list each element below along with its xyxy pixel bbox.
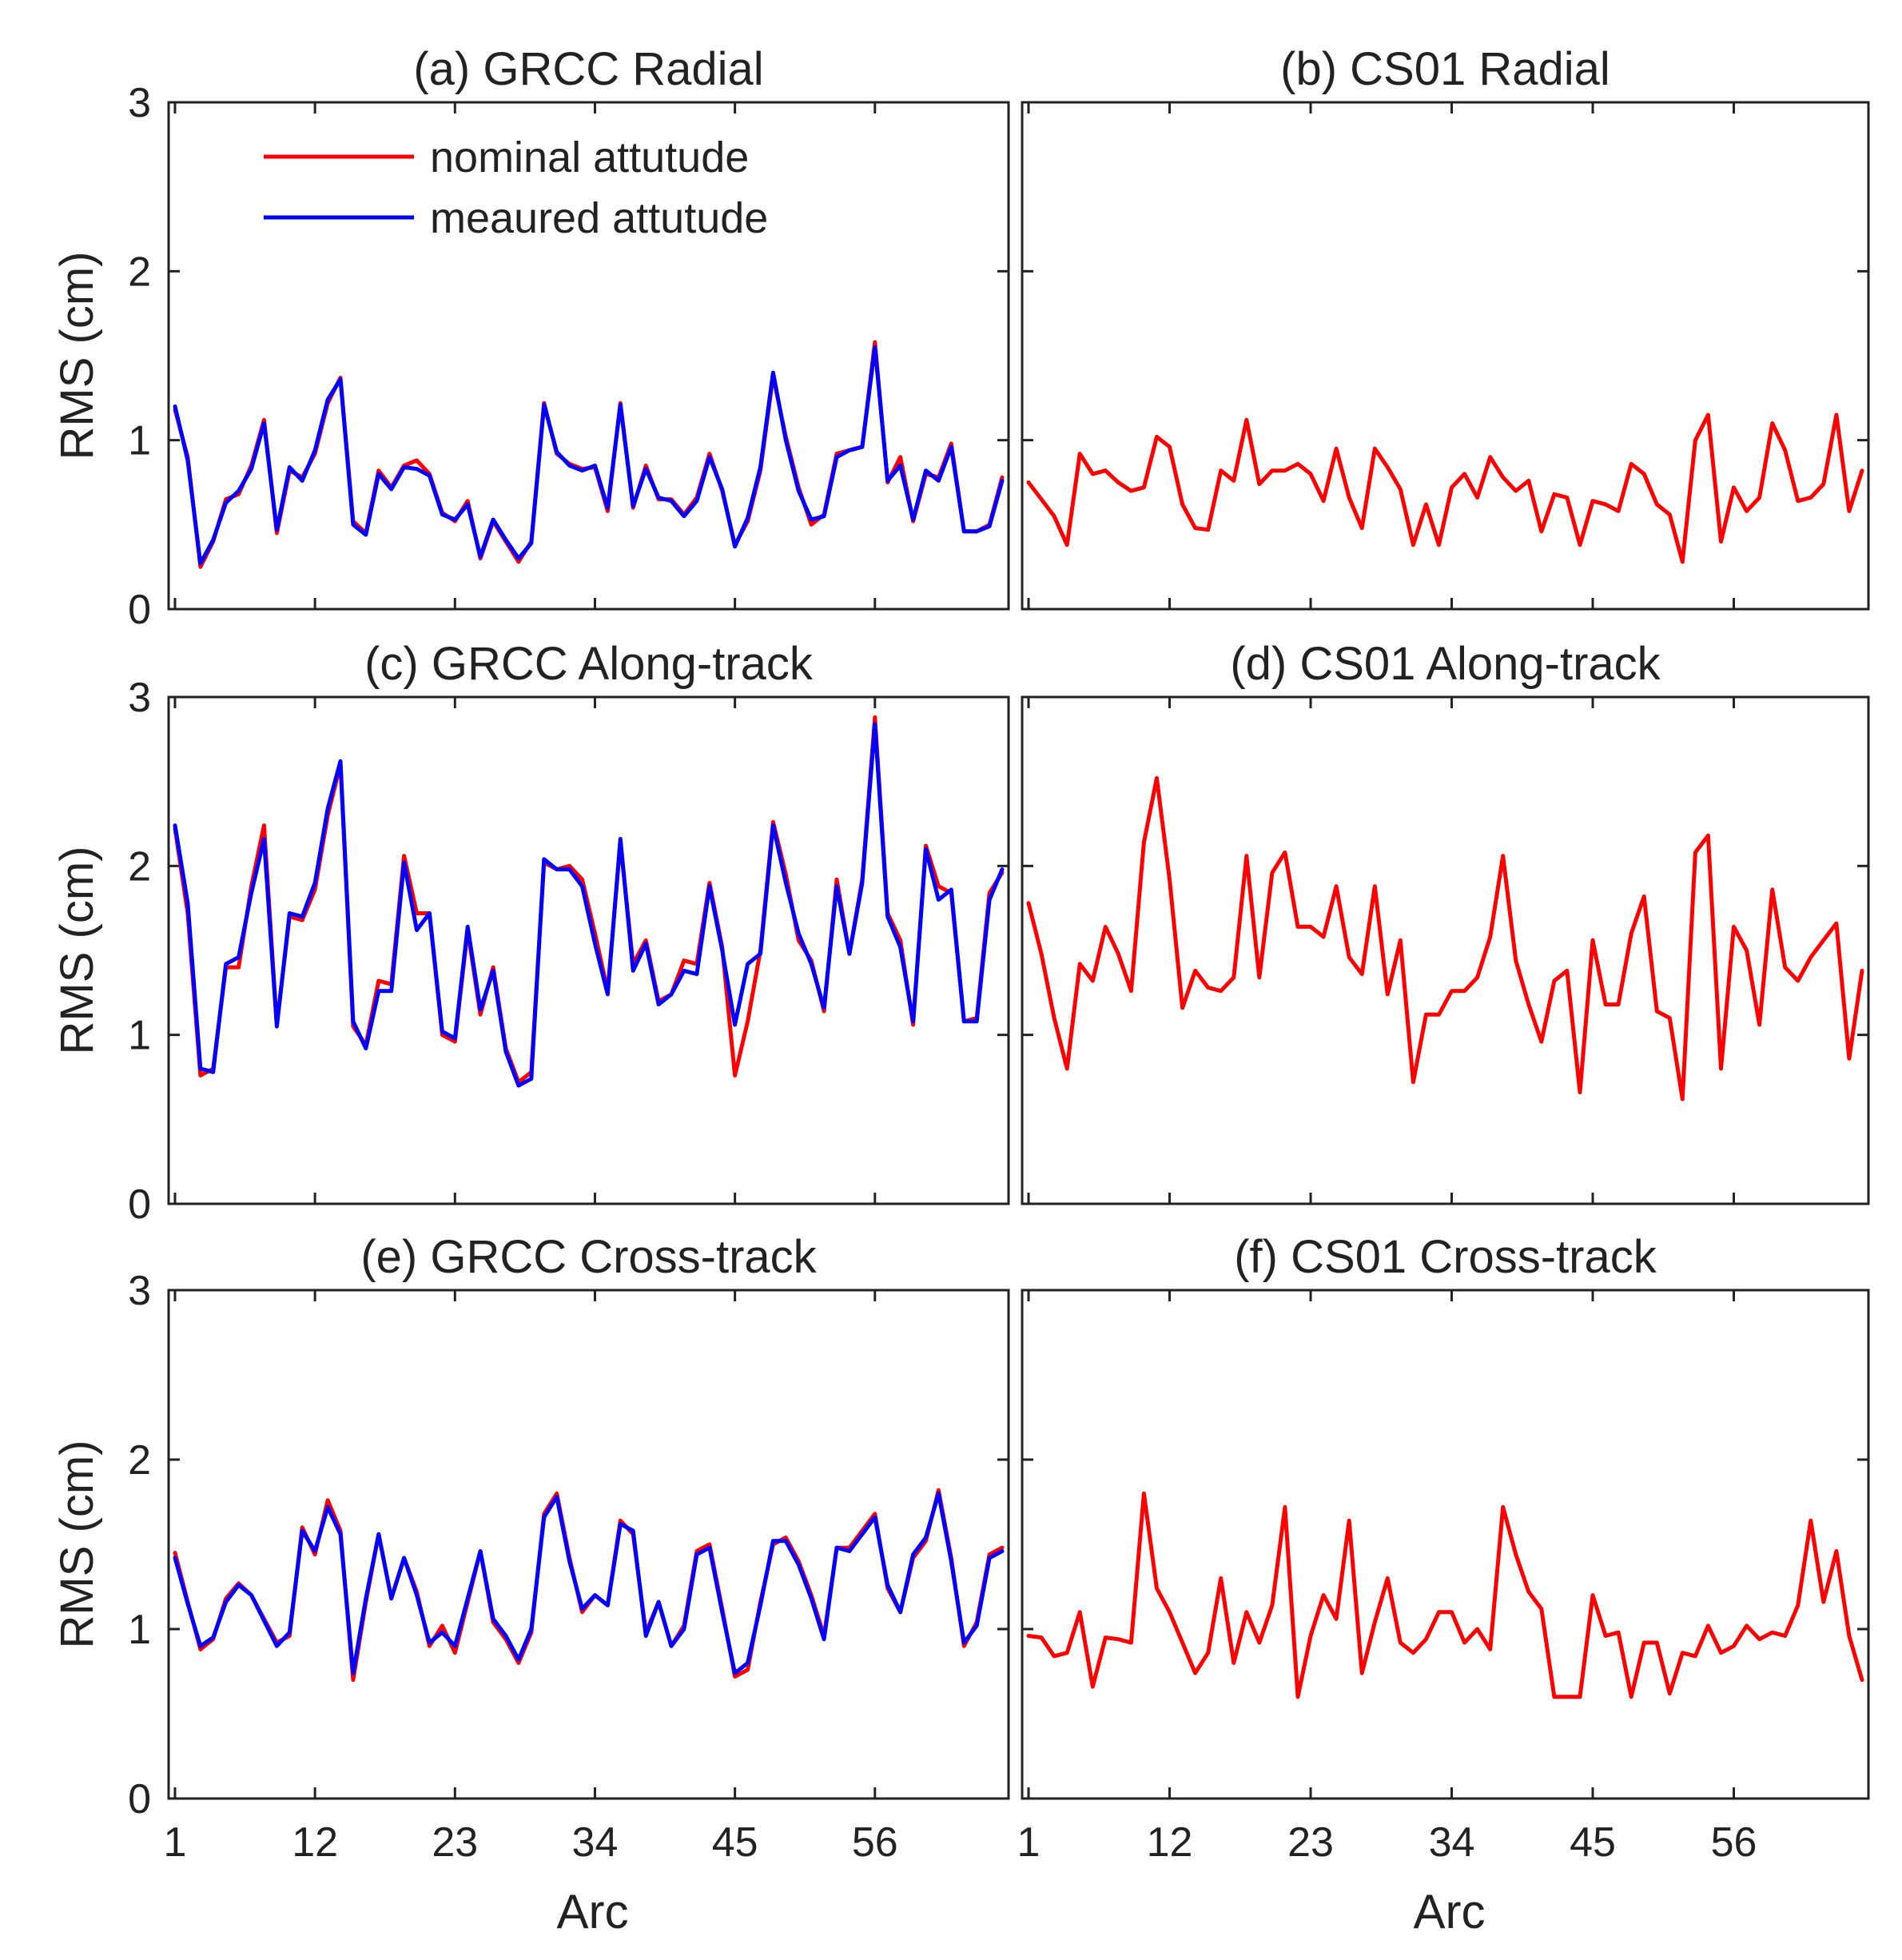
- y-tick-label: 2: [128, 843, 151, 890]
- axes-box: [167, 695, 1010, 1205]
- axes-box: [167, 101, 1010, 611]
- y-tick-label: 2: [128, 1437, 151, 1484]
- y-tick-label: 1: [128, 418, 151, 464]
- series-line-nominal: [1026, 775, 1864, 1102]
- y-tick-label: 1: [128, 1607, 151, 1653]
- y-tick-label: 0: [128, 587, 151, 633]
- panel-title: (d) CS01 Along-track: [1230, 638, 1661, 690]
- panel-f: (f) CS01 Cross-track 1 12 23 34 45 56 Arc: [1017, 1231, 1870, 1938]
- panel-b: (b) CS01 Radial: [1021, 43, 1870, 611]
- series-line-nominal: [1026, 412, 1864, 564]
- x-tick-label: 34: [1429, 1819, 1475, 1866]
- y-axis-label: RMS (cm): [51, 1440, 103, 1649]
- panel-title: (a) GRCC Radial: [413, 43, 763, 95]
- y-axis-label: RMS (cm): [51, 847, 103, 1055]
- series-line-measured: [173, 345, 1005, 566]
- legend-entry: nominal attutude: [264, 133, 749, 181]
- y-axis-label: RMS (cm): [51, 252, 103, 460]
- y-tick-label: 1: [128, 1013, 151, 1059]
- x-tick-label: 56: [1711, 1819, 1757, 1866]
- axes-box: [1021, 695, 1870, 1205]
- y-tick-label: 2: [128, 249, 151, 295]
- y-tick-label: 3: [128, 1268, 151, 1314]
- x-tick-label: 1: [164, 1819, 187, 1866]
- panel-title: (c) GRCC Along-track: [364, 638, 814, 690]
- panel-title: (b) CS01 Radial: [1280, 43, 1610, 95]
- series-line-nominal: [1026, 1491, 1864, 1699]
- legend: nominal attutude meaured attutude: [264, 133, 768, 242]
- x-tick-label: 56: [852, 1819, 898, 1866]
- series-line-measured: [173, 1491, 1005, 1675]
- panel-d: (d) CS01 Along-track: [1021, 638, 1870, 1205]
- x-tick-label: 12: [292, 1819, 338, 1866]
- axes-box: [167, 1289, 1010, 1800]
- x-tick-label: 45: [712, 1819, 758, 1866]
- x-tick-label: 23: [1287, 1819, 1334, 1866]
- x-tick-label: 23: [432, 1819, 478, 1866]
- y-tick-label: 3: [128, 675, 151, 721]
- x-tick-label: 1: [1017, 1819, 1041, 1866]
- panel-title: (e) GRCC Cross-track: [360, 1231, 817, 1283]
- panel-a: (a) GRCC Radial 0 1 2 3 RMS (cm): [51, 43, 1010, 633]
- x-tick-label: 34: [572, 1819, 619, 1866]
- x-axis-label: Arc: [557, 1885, 629, 1938]
- axes-box: [1021, 101, 1870, 611]
- legend-entry: meaured attutude: [264, 194, 768, 242]
- series-line-measured: [173, 722, 1005, 1088]
- x-tick-label: 45: [1570, 1819, 1616, 1866]
- legend-label: meaured attutude: [430, 194, 768, 242]
- panel-title: (f) CS01 Cross-track: [1234, 1231, 1657, 1283]
- axes-box: [1021, 1289, 1870, 1800]
- x-axis-label: Arc: [1414, 1885, 1486, 1938]
- y-tick-label: 3: [128, 80, 151, 126]
- y-tick-label: 0: [128, 1776, 151, 1823]
- y-tick-label: 0: [128, 1181, 151, 1228]
- series-line-nominal: [173, 1488, 1005, 1683]
- x-tick-label: 12: [1147, 1819, 1193, 1866]
- panel-c: (c) GRCC Along-track 0 1 2 3 RMS (cm): [51, 638, 1010, 1228]
- legend-label: nominal attutude: [430, 133, 749, 181]
